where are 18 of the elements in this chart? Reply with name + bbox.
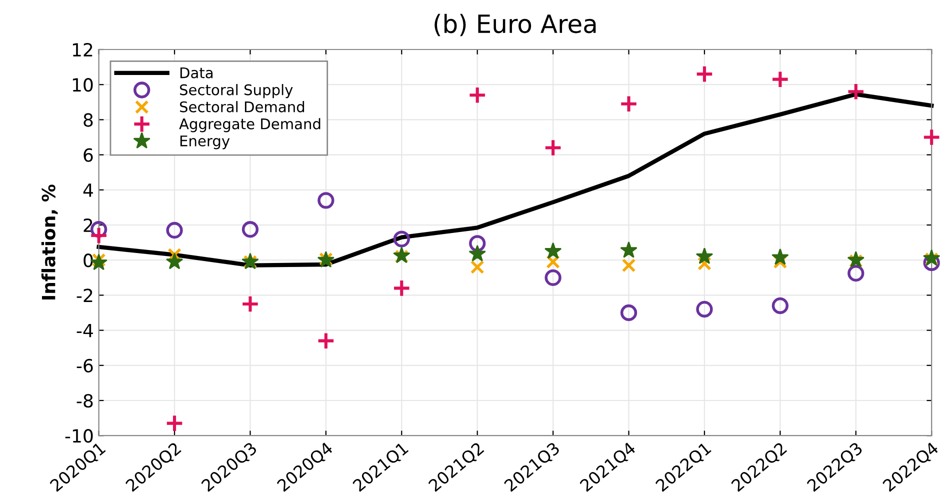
y-tick-label: -8 [76, 394, 93, 408]
y-tick-label: 10 [72, 78, 93, 92]
y-tick-label: 6 [84, 148, 93, 162]
y-tick-label: 4 [83, 184, 93, 197]
legend-label: Aggregate Demand [179, 118, 320, 132]
legend-label: Energy [180, 136, 230, 150]
legend-label: Sectoral Demand [180, 101, 304, 112]
y-tick-label: -6 [76, 358, 93, 373]
chart-title: (b) Euro Area [434, 14, 596, 36]
y-axis-title: Inflation, % [41, 184, 58, 300]
y-tick-label: 2 [84, 218, 92, 232]
legend-label: Data [180, 67, 213, 78]
legend-label: Sectoral Supply [180, 84, 293, 98]
y-tick-label: 12 [72, 42, 92, 56]
y-tick-label: -2 [76, 288, 92, 302]
y-tick-label: -4 [76, 324, 93, 338]
y-tick-label: -10 [65, 429, 93, 443]
y-tick-label: 8 [84, 113, 93, 127]
